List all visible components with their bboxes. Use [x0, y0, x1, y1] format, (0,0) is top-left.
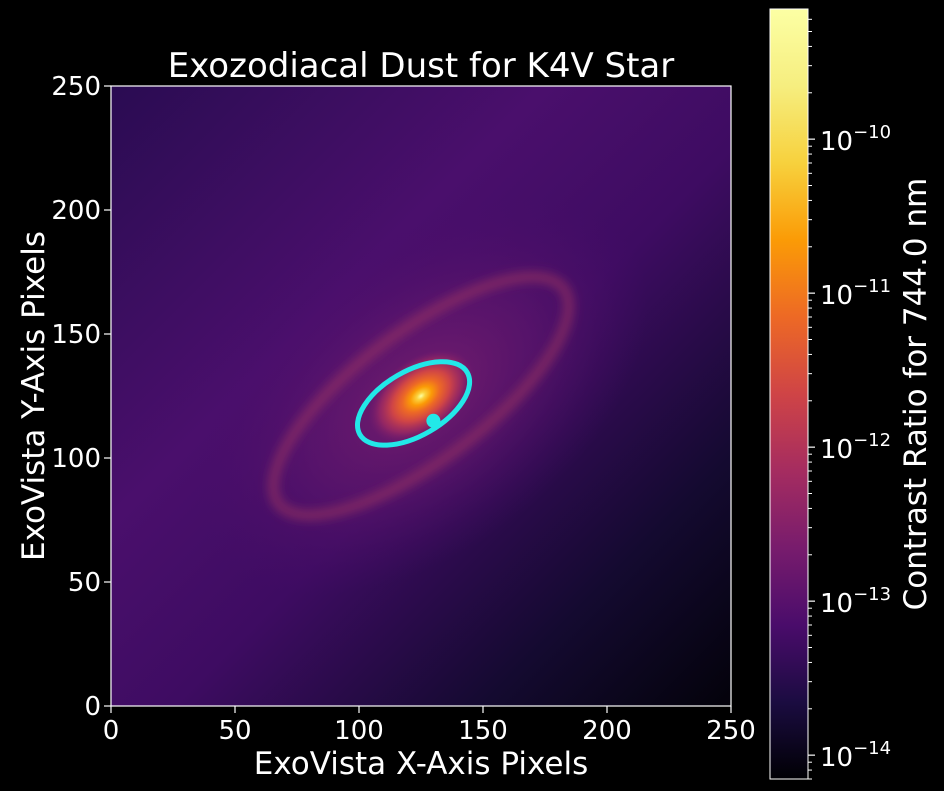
colorbar-tick-label: 10−10: [820, 122, 891, 157]
y-axis-label: ExoVista Y-Axis Pixels: [16, 231, 52, 561]
y-tick-label: 0: [84, 692, 101, 722]
colorbar-ticks: 10−14 10−13 10−12 10−11 10−10: [808, 18, 891, 780]
y-tick-label: 200: [51, 196, 101, 226]
chart-title: Exozodiacal Dust for K4V Star: [168, 46, 675, 86]
colorbar: [769, 8, 809, 780]
x-tick-label: 0: [103, 716, 120, 746]
plot-frame: [110, 85, 732, 707]
colorbar-tick-label: 10−11: [820, 276, 891, 311]
y-tick-label: 250: [51, 72, 101, 102]
outer-dust-ring: [268, 271, 574, 521]
colorbar-tick-label: 10−14: [820, 738, 891, 773]
x-tick-label: 100: [334, 716, 384, 746]
y-tick-label: 100: [51, 444, 101, 474]
colorbar-tick-label: 10−12: [820, 430, 891, 465]
x-tick-label: 250: [706, 716, 756, 746]
y-tick-label: 150: [51, 320, 101, 350]
planet-marker: [426, 413, 441, 428]
y-axis-ticks: 0 50 100 150 200 250: [51, 72, 111, 722]
planet-orbit: [354, 359, 473, 448]
heatmap-plot: [111, 86, 731, 706]
x-tick-label: 50: [218, 716, 251, 746]
x-axis-ticks: 0 50 100 150 200 250: [103, 706, 756, 746]
colorbar-tick-label: 10−13: [820, 584, 891, 619]
y-tick-label: 50: [68, 568, 101, 598]
x-tick-label: 200: [582, 716, 632, 746]
x-axis-label: ExoVista X-Axis Pixels: [254, 746, 588, 782]
x-tick-label: 150: [458, 716, 508, 746]
colorbar-label: Contrast Ratio for 744.0 nm: [898, 178, 934, 611]
